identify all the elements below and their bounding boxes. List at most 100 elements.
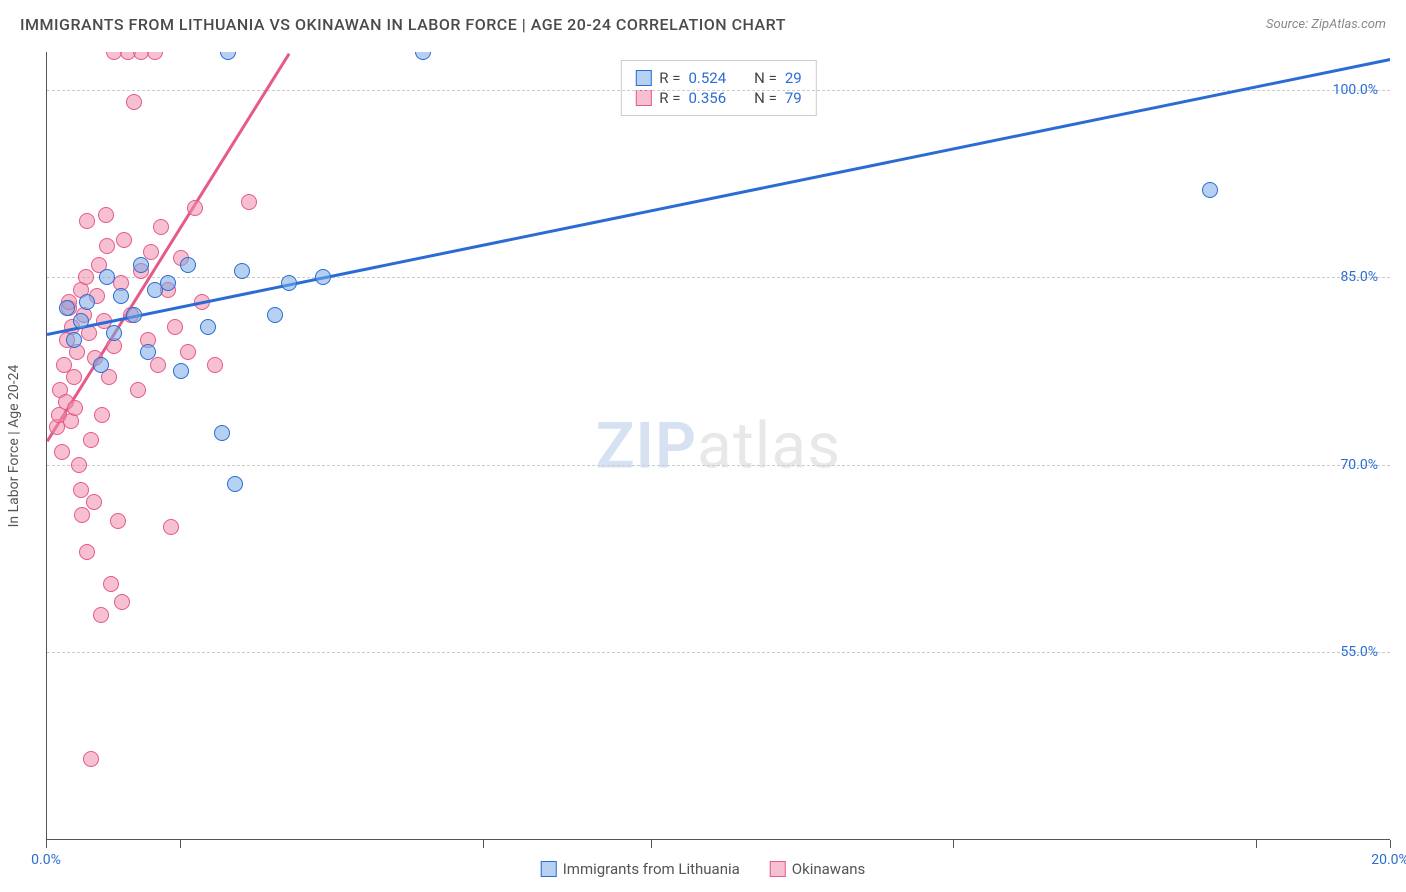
legend-item: Immigrants from Lithuania	[541, 860, 740, 878]
scatter-point	[126, 94, 142, 110]
x-tick	[651, 840, 652, 848]
scatter-point	[79, 544, 95, 560]
scatter-point	[71, 457, 87, 473]
scatter-point	[207, 357, 223, 373]
scatter-point	[79, 213, 95, 229]
scatter-point	[73, 482, 89, 498]
legend-row: R = 0.524 N = 29	[635, 69, 801, 87]
scatter-point	[94, 407, 110, 423]
legend-r-label: R =	[659, 69, 680, 87]
gridline	[47, 90, 1390, 91]
legend-n-value: 79	[785, 89, 802, 107]
scatter-point	[220, 52, 236, 60]
scatter-point	[93, 607, 109, 623]
scatter-point	[187, 200, 203, 216]
legend-swatch	[635, 70, 651, 86]
scatter-point	[160, 275, 176, 291]
legend-label: Immigrants from Lithuania	[563, 860, 740, 878]
legend-n-value: 29	[785, 69, 802, 87]
scatter-point	[315, 269, 331, 285]
legend-item: Okinawans	[770, 860, 865, 878]
legend-r-label: R =	[659, 89, 680, 107]
x-tick	[1256, 840, 1257, 848]
y-tick-label: 100.0%	[1333, 82, 1378, 98]
scatter-point	[126, 307, 142, 323]
gridline	[47, 277, 1390, 278]
scatter-point	[267, 307, 283, 323]
watermark-atlas: atlas	[697, 408, 841, 483]
legend-n-label: N =	[754, 69, 777, 87]
legend-r-value: 0.524	[688, 69, 726, 87]
scatter-point	[54, 444, 70, 460]
y-tick-label: 85.0%	[1340, 269, 1378, 285]
scatter-point	[59, 300, 75, 316]
scatter-point	[110, 513, 126, 529]
trend-line	[46, 53, 290, 442]
legend-n-label: N =	[754, 89, 777, 107]
scatter-point	[83, 751, 99, 767]
scatter-point	[74, 507, 90, 523]
legend-series: Immigrants from Lithuania Okinawans	[541, 860, 866, 878]
scatter-point	[113, 288, 129, 304]
scatter-point	[114, 594, 130, 610]
scatter-point	[66, 369, 82, 385]
x-tick-label: 20.0%	[1371, 840, 1406, 868]
x-tick	[483, 840, 484, 848]
scatter-point	[99, 269, 115, 285]
x-tick-label: 0.0%	[31, 840, 61, 868]
legend-row: R = 0.356 N = 79	[635, 89, 801, 107]
x-tick	[953, 840, 954, 848]
y-axis-label: In Labor Force | Age 20-24	[6, 365, 22, 528]
x-tick	[180, 840, 181, 848]
scatter-point	[86, 494, 102, 510]
scatter-point	[241, 194, 257, 210]
scatter-point	[66, 332, 82, 348]
scatter-point	[167, 319, 183, 335]
gridline	[47, 652, 1390, 653]
scatter-point	[140, 344, 156, 360]
y-tick-label: 55.0%	[1340, 644, 1378, 660]
scatter-point	[130, 382, 146, 398]
scatter-point	[99, 238, 115, 254]
scatter-point	[173, 363, 189, 379]
legend-correlation: R = 0.524 N = 29 R = 0.356 N = 79	[620, 60, 816, 116]
scatter-point	[78, 269, 94, 285]
scatter-point	[116, 232, 132, 248]
scatter-point	[180, 257, 196, 273]
watermark: ZIPatlas	[596, 408, 841, 483]
scatter-point	[67, 400, 83, 416]
scatter-point	[150, 357, 166, 373]
scatter-point	[103, 576, 119, 592]
header: IMMIGRANTS FROM LITHUANIA VS OKINAWAN IN…	[0, 0, 1406, 48]
scatter-point	[415, 52, 431, 60]
scatter-point	[93, 357, 109, 373]
scatter-point	[147, 52, 163, 60]
scatter-point	[163, 519, 179, 535]
legend-swatch	[770, 861, 786, 877]
scatter-point	[180, 344, 196, 360]
scatter-point	[79, 294, 95, 310]
scatter-point	[73, 313, 89, 329]
scatter-point	[214, 425, 230, 441]
legend-r-value: 0.356	[688, 89, 726, 107]
scatter-point	[106, 325, 122, 341]
scatter-point	[83, 432, 99, 448]
scatter-point	[153, 219, 169, 235]
scatter-plot: ZIPatlas R = 0.524 N = 29 R = 0.356 N = 79 55.0…	[46, 52, 1390, 840]
scatter-point	[98, 207, 114, 223]
scatter-point	[281, 275, 297, 291]
scatter-point	[1202, 182, 1218, 198]
scatter-point	[227, 476, 243, 492]
scatter-point	[200, 319, 216, 335]
gridline	[47, 465, 1390, 466]
legend-swatch	[541, 861, 557, 877]
y-tick-label: 70.0%	[1340, 457, 1378, 473]
legend-label: Okinawans	[792, 860, 865, 878]
scatter-point	[234, 263, 250, 279]
legend-swatch	[635, 90, 651, 106]
chart-title: IMMIGRANTS FROM LITHUANIA VS OKINAWAN IN…	[20, 15, 786, 34]
plot-area: In Labor Force | Age 20-24 ZIPatlas R =0…	[46, 52, 1390, 840]
scatter-point	[133, 257, 149, 273]
source-attribution: Source: ZipAtlas.com	[1266, 17, 1386, 32]
watermark-zip: ZIP	[596, 408, 697, 483]
